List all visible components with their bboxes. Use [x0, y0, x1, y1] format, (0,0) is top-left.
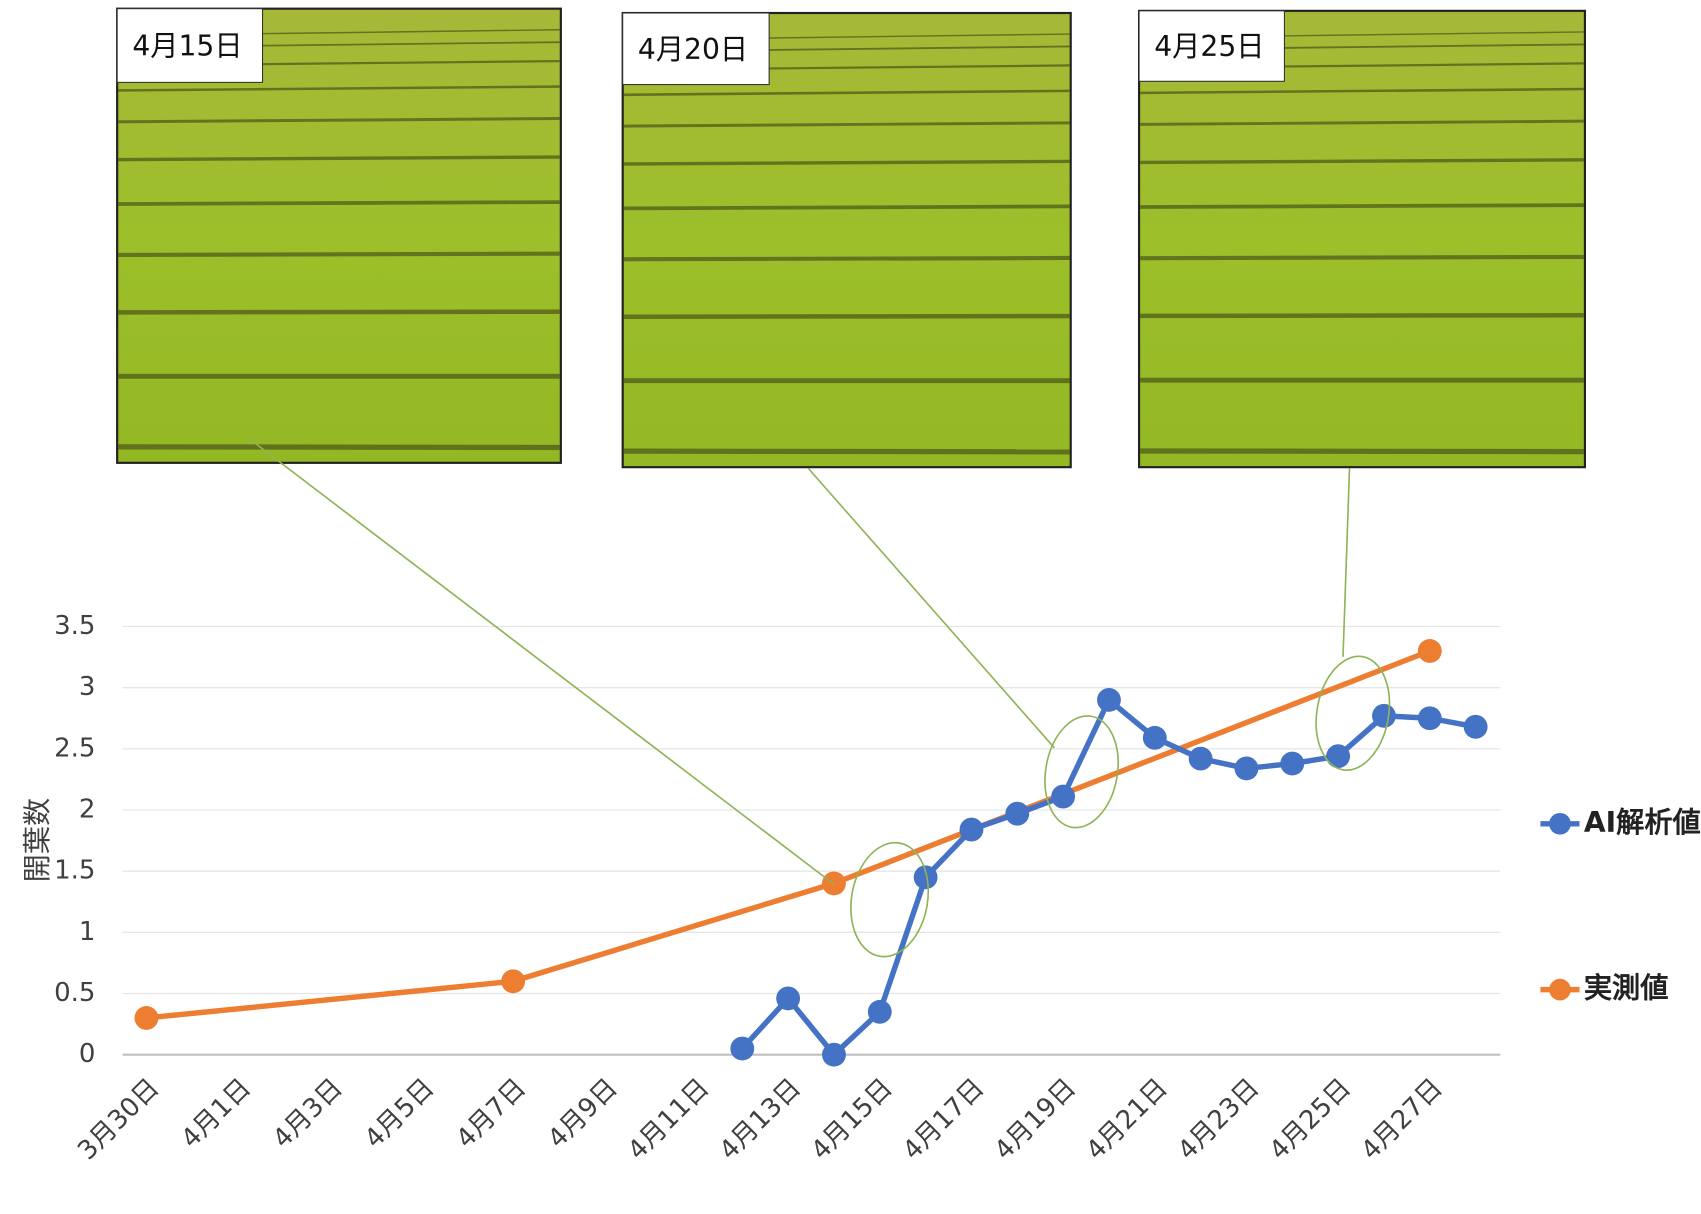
highlight-ellipse	[842, 836, 937, 962]
row-shadow	[624, 316, 1070, 317]
row-shadow	[118, 447, 560, 448]
photo-label: 4月25日	[1154, 30, 1264, 63]
point	[501, 969, 525, 993]
y-tick-label: 0	[79, 1039, 96, 1069]
page: {"photos": [{"label": "4月15日"}, {"label"…	[0, 0, 1701, 1214]
point	[1418, 706, 1442, 730]
x-tick-label: 4月11日	[622, 1073, 715, 1166]
point	[1280, 752, 1304, 776]
point	[1326, 744, 1350, 768]
y-tick-label: 3.5	[54, 611, 95, 641]
x-tick-label: 4月3日	[267, 1073, 348, 1154]
legend-label: 実測値	[1584, 972, 1669, 1005]
photo-label: 4月20日	[638, 33, 748, 66]
x-tick-label: 4月25日	[1264, 1073, 1357, 1166]
point	[1097, 688, 1121, 712]
x-tick-label: 4月15日	[806, 1073, 899, 1166]
point	[1051, 785, 1075, 809]
y-tick-label: 1	[79, 917, 96, 947]
x-tick-label: 4月17日	[897, 1073, 990, 1166]
point	[776, 986, 800, 1010]
point	[1372, 704, 1396, 728]
line-segment	[146, 981, 513, 1018]
photos: 4月15日 4月20日 4月25日	[117, 9, 1585, 468]
row-shadow	[1140, 315, 1584, 316]
x-tick-label: 4月27日	[1356, 1073, 1449, 1166]
point	[1235, 756, 1259, 780]
legend-marker	[1549, 979, 1571, 1001]
row-shadow	[118, 254, 560, 255]
x-tick-label: 4月9日	[542, 1073, 623, 1154]
chart: 4月15日4月20日4月25日 00.511.522.533.53月30日4月1…	[0, 0, 1701, 1214]
point	[1418, 639, 1442, 663]
photo-label: 4月15日	[132, 30, 242, 63]
connector	[250, 439, 835, 884]
point	[1143, 726, 1167, 750]
point	[1464, 715, 1488, 739]
y-tick-label: 0.5	[54, 978, 95, 1008]
connector	[808, 468, 1054, 748]
point	[730, 1037, 754, 1061]
x-tick-label: 4月7日	[451, 1073, 532, 1154]
row-shadow	[624, 451, 1070, 452]
y-axis-title: 開葉数	[21, 798, 54, 883]
photo: 4月15日	[117, 9, 561, 463]
row-shadow	[118, 202, 560, 204]
x-tick-label: 4月23日	[1172, 1073, 1265, 1166]
y-tick-label: 2	[79, 795, 96, 825]
point	[1189, 747, 1213, 771]
legend-item: 実測値	[1540, 972, 1668, 1005]
y-tick-label: 1.5	[54, 856, 95, 886]
legend-marker	[1549, 813, 1571, 835]
point	[135, 1006, 159, 1030]
x-tick-label: 4月13日	[714, 1073, 807, 1166]
y-tick-label: 2.5	[54, 733, 95, 763]
point	[868, 1000, 892, 1024]
row-shadow	[1140, 257, 1584, 258]
x-tick-label: 3月30日	[72, 1073, 165, 1166]
row-shadow	[1140, 451, 1584, 452]
photo: 4月20日	[623, 13, 1071, 467]
y-tick-label: 3	[79, 672, 96, 702]
row-shadow	[118, 312, 560, 313]
x-tick-label: 4月21日	[1081, 1073, 1174, 1166]
row-shadow	[624, 258, 1070, 259]
legend-item: AI解析値	[1540, 806, 1700, 839]
x-tick-label: 4月5日	[359, 1073, 440, 1154]
photo: 4月25日	[1139, 11, 1585, 467]
x-tick-label: 4月1日	[176, 1073, 257, 1154]
connector	[1343, 468, 1350, 657]
row-shadow	[624, 206, 1070, 208]
point	[960, 818, 984, 842]
point	[822, 1043, 846, 1067]
legend-label: AI解析値	[1584, 806, 1701, 839]
x-tick-label: 4月19日	[989, 1073, 1082, 1166]
row-shadow	[1140, 205, 1584, 207]
point	[1005, 802, 1029, 826]
